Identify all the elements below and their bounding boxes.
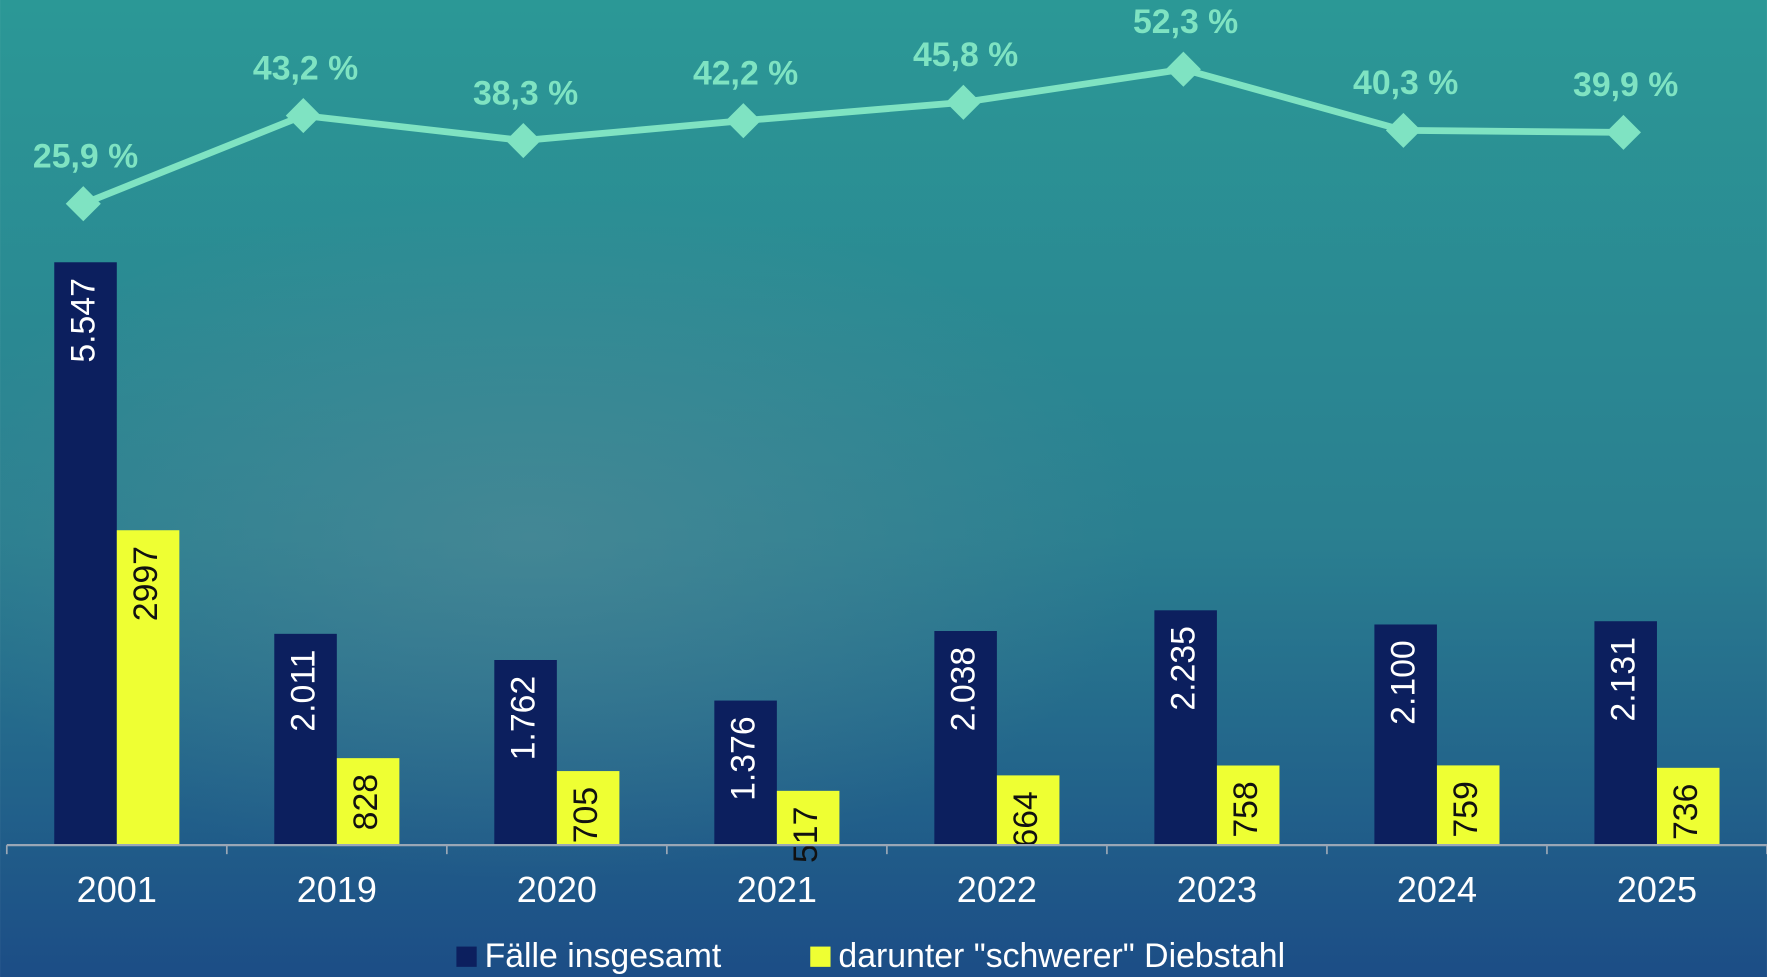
bar-value-label: 705: [567, 787, 605, 843]
bar: [336, 758, 400, 846]
bar-value-label: 517: [787, 807, 825, 863]
bar-value-label: 2.038: [945, 647, 983, 732]
bar: [1656, 767, 1720, 846]
x-tick-label: 2001: [77, 869, 157, 910]
bar: [714, 700, 777, 846]
bar-value-label: 736: [1667, 784, 1705, 840]
legend-swatch: [810, 946, 831, 967]
line-value-label: 42,2 %: [693, 55, 798, 93]
line-marker: [65, 186, 101, 222]
bar: [934, 631, 997, 846]
bar-value-label: 758: [1227, 781, 1265, 837]
bar-value-label: 828: [347, 774, 385, 830]
bar-value-label: 664: [1007, 791, 1045, 847]
legend-swatch: [456, 946, 477, 967]
line-value-label: 52,3 %: [1133, 3, 1238, 41]
bar: [54, 262, 117, 846]
x-tick-label: 2023: [1177, 869, 1257, 910]
line-value-label: 38,3 %: [473, 74, 578, 112]
bar: [776, 790, 840, 846]
x-tick-label: 2020: [517, 869, 597, 910]
bar-value-label: 1.762: [504, 676, 542, 761]
bar: [494, 660, 557, 846]
line-value-label: 40,3 %: [1353, 64, 1458, 102]
bar-value-label: 2997: [127, 546, 165, 621]
bar: [1436, 765, 1500, 846]
x-tick-label: 2025: [1617, 869, 1697, 910]
line-value-label: 25,9 %: [33, 138, 138, 176]
line-value-label: 43,2 %: [253, 49, 358, 87]
bar-value-label: 1.376: [725, 716, 763, 801]
bar: [1374, 624, 1437, 846]
bar: [116, 530, 180, 846]
bar-value-label: 2.131: [1605, 637, 1643, 722]
x-tick-label: 2024: [1397, 869, 1477, 910]
bar: [1216, 765, 1280, 846]
line-value-label: 39,9 %: [1573, 66, 1678, 104]
bar-value-label: 2.100: [1385, 640, 1423, 725]
bar: [556, 771, 620, 846]
bar-value-label: 2.011: [284, 650, 322, 732]
legend-label: Fälle insgesamt: [485, 937, 722, 975]
line-value-label: 45,8 %: [913, 36, 1018, 74]
legend-label: darunter "schwerer" Diebstahl: [838, 937, 1285, 975]
bar: [1154, 610, 1217, 846]
bar: [996, 775, 1060, 846]
bar-value-label: 759: [1447, 781, 1485, 837]
line-marker: [505, 123, 541, 159]
x-tick-label: 2019: [297, 869, 377, 910]
bar-value-label: 2.235: [1165, 626, 1203, 711]
line: [82, 65, 1624, 207]
bar: [274, 633, 337, 846]
bar-value-label: 5.547: [64, 278, 102, 363]
x-tick-label: 2021: [737, 869, 817, 910]
bar: [1594, 621, 1657, 846]
x-tick-label: 2022: [957, 869, 1037, 910]
